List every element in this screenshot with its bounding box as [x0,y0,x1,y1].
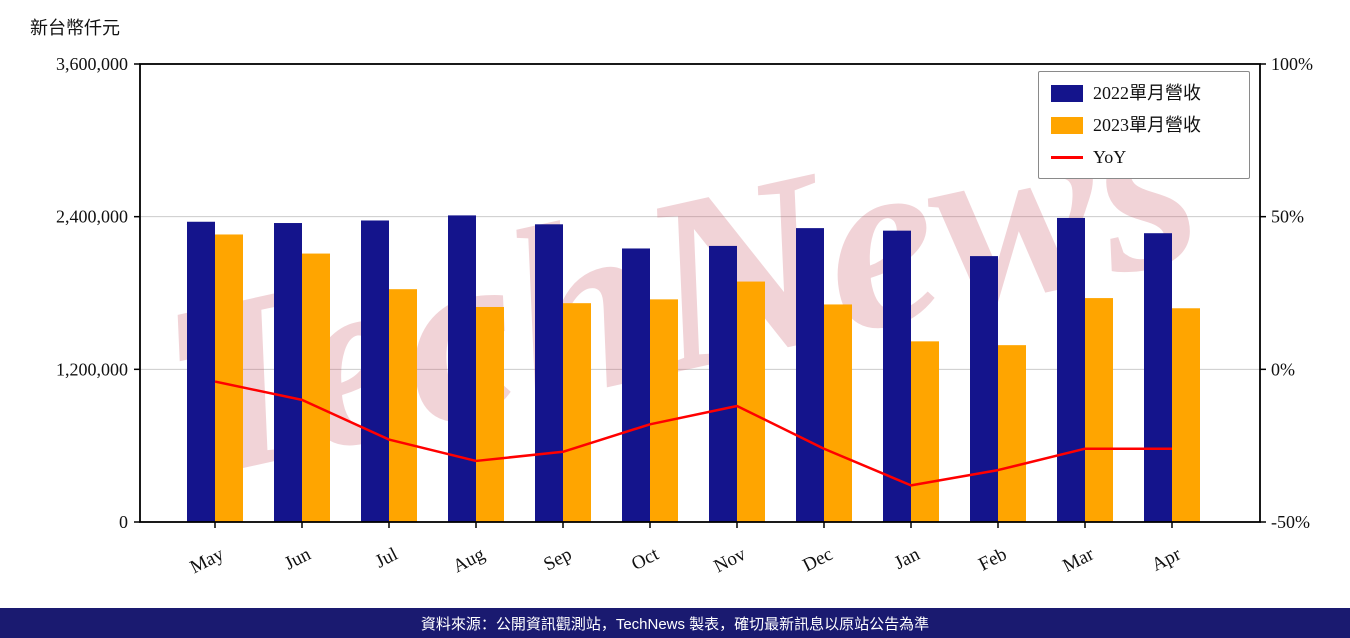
svg-text:Apr: Apr [1148,543,1184,575]
svg-text:Feb: Feb [975,544,1010,576]
svg-text:Jan: Jan [891,544,924,574]
svg-text:0: 0 [119,512,128,532]
x-axis: May Jun Jul Aug Sep Oct Nov Dec Jan Feb Mar Apr [187,522,1185,578]
y-axis-unit-label: 新台幣仟元 [30,18,120,38]
legend-entry-2023: 2023單月營收 [1051,112,1237,138]
svg-text:Aug: Aug [450,544,489,578]
svg-text:1,200,000: 1,200,000 [56,359,128,379]
svg-text:50%: 50% [1271,207,1304,227]
source-caption: 資料來源：公開資訊觀測站，TechNews 製表，確切最新訊息以原站公告為準 [0,608,1350,638]
svg-text:May: May [187,544,228,579]
plot-border [139,63,1261,523]
legend-label-2023: 2023單月營收 [1093,115,1201,135]
svg-text:Mar: Mar [1060,543,1098,576]
legend-swatch-yoy-line [1051,155,1083,159]
legend-entry-yoy: YoY [1051,144,1237,170]
legend-swatch-2022 [1051,84,1083,102]
svg-text:Dec: Dec [799,544,836,577]
chart-legend: 2022單月營收 2023單月營收 YoY [1038,71,1250,179]
bars-2023單月營收 [215,234,1200,523]
svg-text:100%: 100% [1271,54,1313,74]
yoy-line [214,380,1172,487]
svg-text:Sep: Sep [540,544,575,576]
svg-text:2,400,000: 2,400,000 [56,207,128,227]
legend-entry-2022: 2022單月營收 [1051,80,1237,106]
bars-2022單月營收 [187,215,1172,523]
left-axis: 0 1,200,000 2,400,000 3,600,000 [56,54,140,532]
svg-text:Oct: Oct [628,543,663,574]
right-axis: -50% 0% 50% 100% [1260,54,1313,532]
svg-text:Jun: Jun [281,544,314,575]
svg-text:0%: 0% [1271,359,1295,379]
legend-label-yoy: YoY [1093,147,1127,167]
svg-text:3,600,000: 3,600,000 [56,54,128,74]
svg-text:-50%: -50% [1271,512,1310,532]
legend-label-2022: 2022單月營收 [1093,83,1201,103]
svg-text:Jul: Jul [372,544,401,573]
svg-text:Nov: Nov [711,544,750,578]
legend-swatch-2023 [1051,116,1083,134]
